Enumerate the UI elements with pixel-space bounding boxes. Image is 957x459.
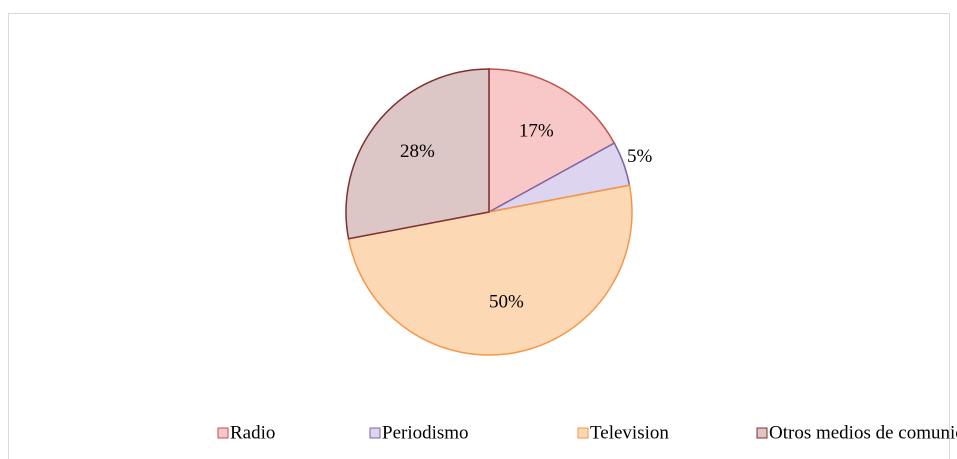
legend-swatch: [756, 427, 768, 439]
pie-slice: [488, 68, 616, 214]
legend-swatch: [217, 427, 229, 439]
data-label: 5%: [627, 146, 653, 167]
legend-swatch: [577, 427, 589, 439]
data-label: 28%: [400, 141, 435, 162]
data-label: 17%: [519, 120, 554, 141]
legend-label: Television: [590, 422, 669, 443]
legend-label: Otros medios de comunicación: [769, 422, 957, 443]
pie-slice: [347, 184, 633, 356]
legend-label: Periodismo: [382, 422, 469, 443]
legend-swatch: [369, 427, 381, 439]
pie-slice: [345, 68, 490, 240]
legend-label: Radio: [230, 422, 275, 443]
data-label: 50%: [489, 292, 524, 313]
